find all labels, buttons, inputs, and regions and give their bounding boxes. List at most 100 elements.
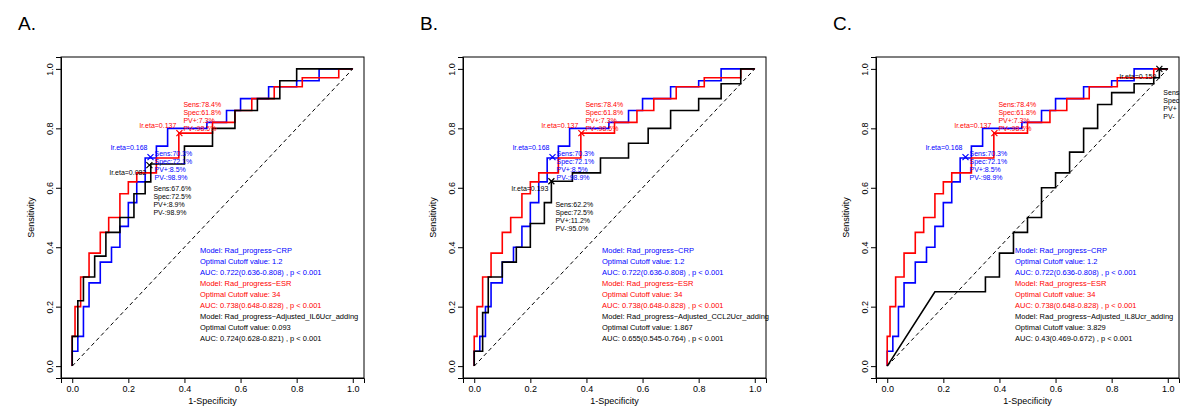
y-axis: 0.00.20.40.60.81.0 <box>860 58 877 379</box>
x-tick-mark <box>474 378 475 383</box>
y-tick-label: 0.6 <box>447 182 457 195</box>
plot-area <box>72 69 353 366</box>
x-tick: 0.2 <box>938 378 951 394</box>
x-tick-mark <box>72 378 73 383</box>
legend-auc: AUC: 0.738(0.648-0.828) , p < 0.001 <box>602 301 724 310</box>
x-axis-title: 1-Specificity <box>1003 396 1052 406</box>
x-tick-label: 0.2 <box>938 384 951 394</box>
x-tick: 0.6 <box>1050 378 1063 394</box>
x-axis-title: 1-Specificity <box>590 396 639 406</box>
cutoff-stat-label: PV+:8.5% <box>556 166 587 173</box>
cutoff-stat-label: Spec:61.8% <box>585 109 623 117</box>
legend-model: Model: Rad_progress~Adjusted_IL8Ucr_addi… <box>1015 312 1173 321</box>
y-axis-title: Sensitivity <box>841 197 851 238</box>
cutoff-stat-label: PV+:8.5% <box>969 166 1000 173</box>
cutoff-stat-label: Sens:70.3% <box>556 150 594 157</box>
y-tick-label: 0.4 <box>860 241 870 254</box>
x-tick: 0.6 <box>235 378 248 394</box>
cutoff-lr-label: lr.eta=0.168 <box>111 144 148 151</box>
cutoff-stat-label: PV-:98.5% <box>585 125 618 132</box>
y-tick-mark <box>458 188 463 189</box>
x-tick-label: 0.2 <box>123 384 136 394</box>
cutoff-lr-label: lr.eta=0.159 <box>1120 73 1157 80</box>
roc-curve <box>474 69 755 366</box>
y-axis: 0.00.20.40.60.81.0 <box>45 58 62 379</box>
legend-auc: AUC: 0.43(0.469-0.672) , p < 0.001 <box>1015 334 1132 343</box>
x-tick: 1.0 <box>749 378 762 394</box>
roc-curve <box>474 69 755 366</box>
y-tick: 0.4 <box>45 241 61 254</box>
cutoff-stat-label: Sens:78.4% <box>585 101 623 108</box>
cutoff-stat-label: Spec:61.8% <box>183 109 221 117</box>
cutoff-marker <box>146 162 152 168</box>
y-tick-label: 0.0 <box>447 360 457 373</box>
x-tick-label: 0.8 <box>291 384 304 394</box>
y-axis: 0.00.20.40.60.81.0 <box>447 58 464 379</box>
cutoff-stat-label: Spec:72.5% <box>555 209 593 217</box>
x-tick-mark <box>530 378 531 383</box>
cutoff-stat-label: Sens:70.3% <box>154 150 192 157</box>
plot-area <box>887 66 1168 366</box>
cutoff-marker <box>962 154 968 160</box>
y-tick-mark <box>871 188 876 189</box>
y-tick: 0.0 <box>447 360 463 373</box>
x-tick: 0.2 <box>525 378 538 394</box>
cutoff-stat-label: PV+:7.3% <box>998 117 1029 124</box>
cutoff-stat-label: Sens:67.6% <box>153 185 191 192</box>
cutoff-stat-label: PV+ <box>1163 105 1176 112</box>
panel-title: A. <box>18 13 36 34</box>
x-tick: 0.4 <box>179 378 192 394</box>
x-tick-label: 0.0 <box>881 384 894 394</box>
x-tick: 0.4 <box>581 378 594 394</box>
cutoff-marker <box>176 130 182 136</box>
y-tick-mark <box>458 366 463 367</box>
x-tick-label: 0.8 <box>1106 384 1119 394</box>
y-tick-mark <box>56 247 61 248</box>
y-tick-label: 0.8 <box>447 123 457 136</box>
cutoff-lr-label: lr.eta=0.193 <box>512 185 549 192</box>
cutoff-stat-label: Spec <box>1163 97 1179 105</box>
cutoff-lr-label: lr.eta=0.082 <box>110 169 147 176</box>
y-tick: 1.0 <box>447 63 463 76</box>
y-tick-label: 1.0 <box>45 63 55 76</box>
cutoff-stat-label: PV-:98.5% <box>998 125 1031 132</box>
x-tick: 1.0 <box>347 378 360 394</box>
x-tick-label: 1.0 <box>749 384 762 394</box>
x-tick-label: 0.4 <box>581 384 594 394</box>
legend-model: Model: Rad_progress~ESR <box>1015 279 1107 288</box>
cutoff-stat-label: PV+:8.9% <box>153 201 184 208</box>
y-tick: 0.4 <box>860 241 876 254</box>
x-tick-mark <box>1168 378 1169 383</box>
cutoff-stat-label: Sens:70.3% <box>969 150 1007 157</box>
panel-title: B. <box>420 13 438 34</box>
y-tick-label: 1.0 <box>447 63 457 76</box>
cutoff-stat-label: PV-:98.9% <box>556 174 589 181</box>
cutoff-stat-label: Spec:72.5% <box>153 193 191 201</box>
cutoff-stat-label: Sens:78.4% <box>998 101 1036 108</box>
y-tick-mark <box>56 307 61 308</box>
roc-curve <box>887 69 1168 366</box>
x-axis: 0.00.20.40.60.81.0 <box>877 378 1180 394</box>
x-tick-label: 1.0 <box>347 384 360 394</box>
y-tick-label: 0.4 <box>45 241 55 254</box>
x-axis-line <box>464 379 767 384</box>
legend-cutoff: Optimal Cutoff value: 34 <box>1015 290 1095 299</box>
x-tick-mark <box>999 378 1000 383</box>
x-tick-label: 0.0 <box>468 384 481 394</box>
y-tick-label: 0.6 <box>45 182 55 195</box>
y-tick-label: 0.2 <box>860 301 870 314</box>
panel: C.0.00.20.40.60.81.00.00.20.40.60.81.01-… <box>833 13 1180 406</box>
legend-cutoff: Optimal Cutoff value: 34 <box>602 290 682 299</box>
y-tick-mark <box>56 69 61 70</box>
x-tick-label: 1.0 <box>1162 384 1175 394</box>
cutoff-lr-label: lr.eta=0.137 <box>955 122 992 129</box>
legend-cutoff: Optimal Cutoff value: 34 <box>200 290 280 299</box>
x-tick: 0.6 <box>637 378 650 394</box>
y-tick-mark <box>458 247 463 248</box>
x-tick-label: 0.4 <box>179 384 192 394</box>
cutoff-stat-label: PV+:7.3% <box>183 117 214 124</box>
cutoff-stat-label: PV-:98.9% <box>153 209 186 216</box>
annotations: lr.eta=0.168Sens:70.3%Spec:72.1%PV+:8.5%… <box>110 101 359 343</box>
y-axis-title: Sensitivity <box>26 197 36 238</box>
x-tick-mark <box>586 378 587 383</box>
